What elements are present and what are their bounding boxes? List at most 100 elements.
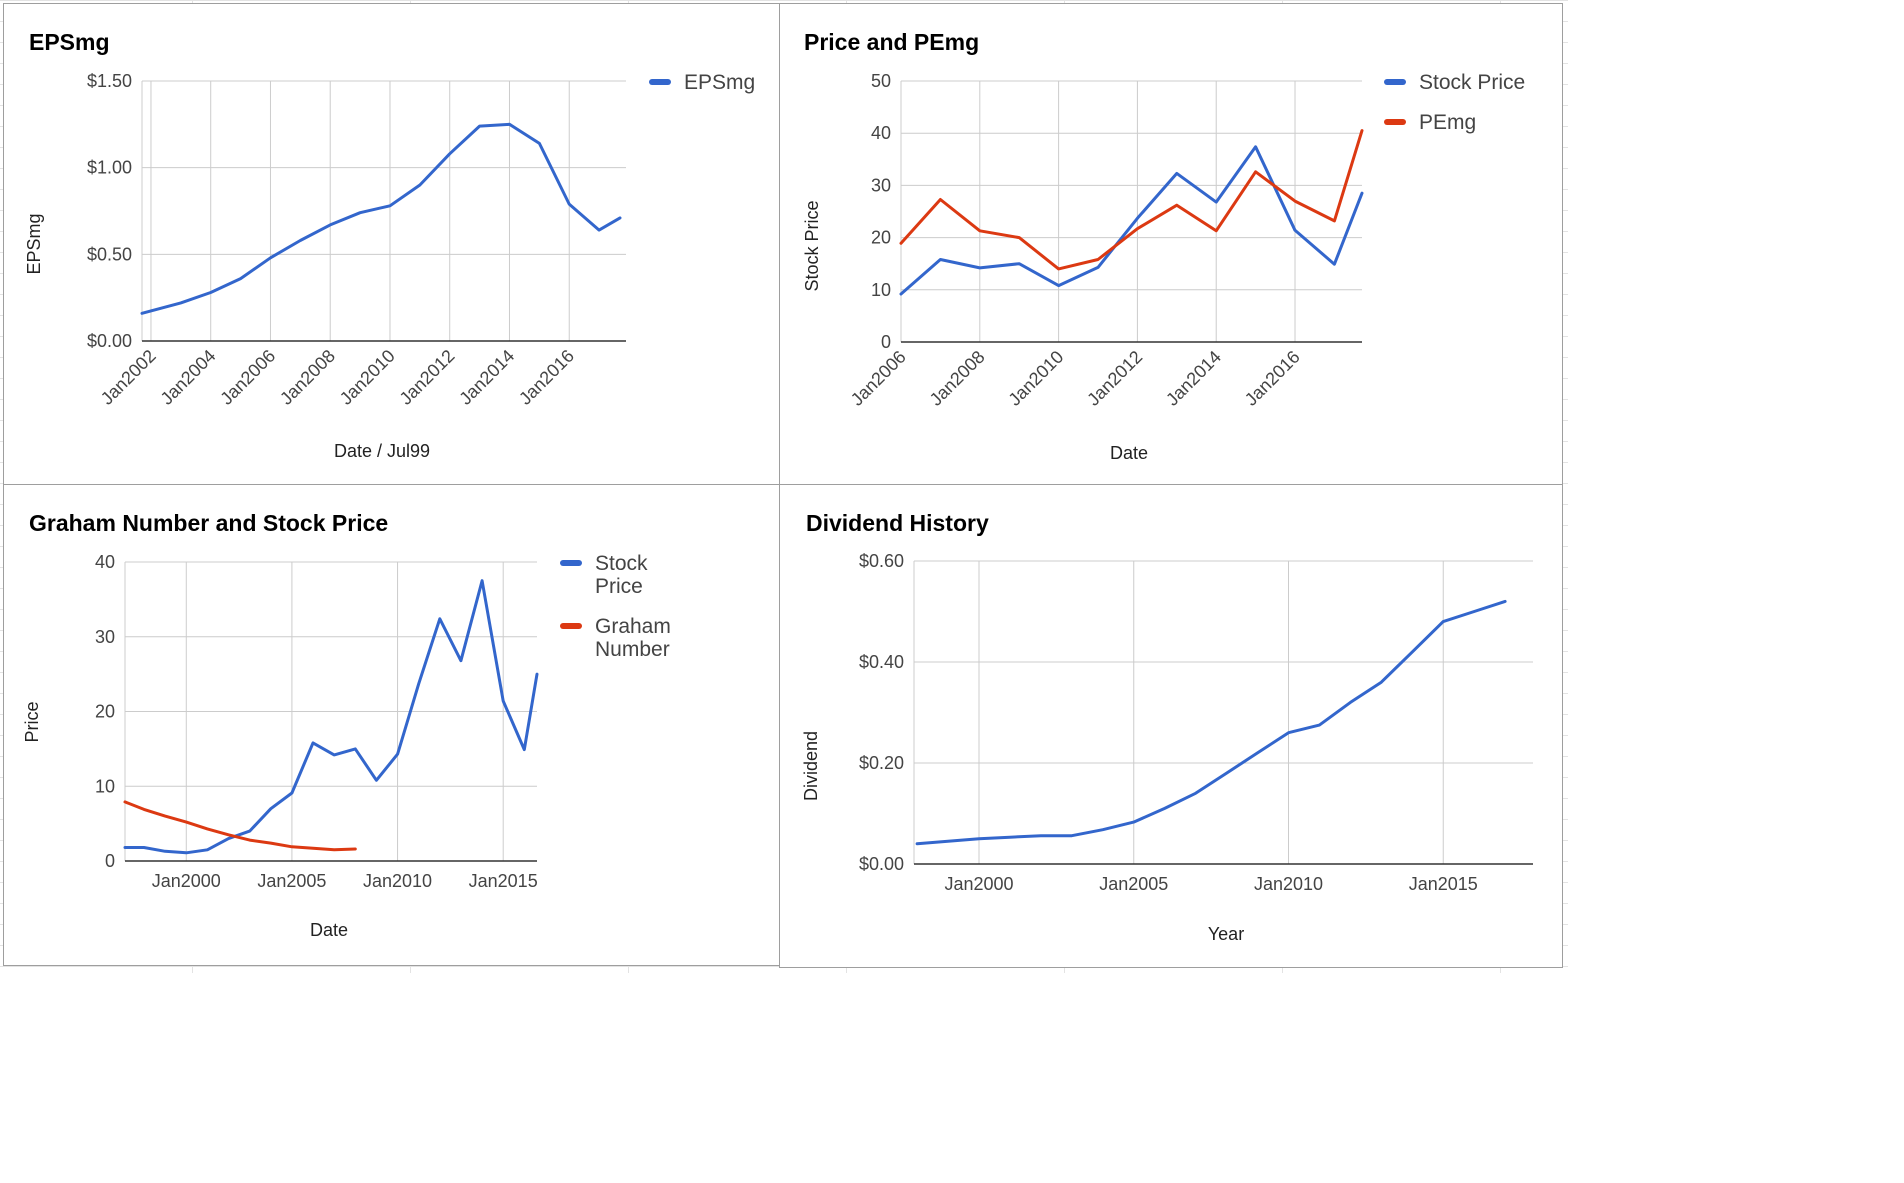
data-point[interactable] (247, 828, 253, 834)
data-point[interactable] (596, 227, 602, 233)
data-point[interactable] (566, 201, 572, 207)
data-point[interactable] (914, 841, 920, 847)
data-point[interactable] (331, 752, 337, 758)
data-point[interactable] (297, 237, 303, 243)
data-point[interactable] (1331, 218, 1337, 224)
data-point[interactable] (1359, 128, 1365, 134)
data-point[interactable] (1253, 144, 1259, 150)
data-point[interactable] (141, 806, 147, 812)
data-point[interactable] (1292, 198, 1298, 204)
data-point[interactable] (1213, 199, 1219, 205)
data-point[interactable] (267, 255, 273, 261)
legend-label[interactable]: Stock Price (595, 552, 648, 598)
series-line[interactable] (899, 129, 1364, 271)
data-point[interactable] (373, 777, 379, 783)
data-point[interactable] (122, 845, 128, 851)
data-point[interactable] (1440, 619, 1446, 625)
data-point[interactable] (1056, 266, 1062, 272)
data-point[interactable] (183, 850, 189, 856)
data-point[interactable] (417, 182, 423, 188)
data-point[interactable] (1134, 215, 1140, 221)
legend-label[interactable]: EPSmg (684, 71, 755, 94)
data-point[interactable] (437, 616, 443, 622)
graham-number-chart-panel[interactable]: Graham Number and Stock Price 0 10 20 30 40 Ja… (3, 484, 780, 966)
data-point[interactable] (1100, 827, 1106, 833)
data-point[interactable] (1316, 722, 1322, 728)
data-point[interactable] (204, 847, 210, 853)
data-point[interactable] (1255, 750, 1261, 756)
data-point[interactable] (162, 848, 168, 854)
data-point[interactable] (937, 257, 943, 263)
data-point[interactable] (1409, 649, 1415, 655)
data-point[interactable] (898, 240, 904, 246)
data-point[interactable] (178, 300, 184, 306)
data-point[interactable] (395, 751, 401, 757)
data-point[interactable] (310, 740, 316, 746)
data-point[interactable] (1292, 227, 1298, 233)
data-point[interactable] (1038, 833, 1044, 839)
data-point[interactable] (387, 203, 393, 209)
data-point[interactable] (1378, 679, 1384, 685)
data-point[interactable] (1193, 790, 1199, 796)
data-point[interactable] (1069, 833, 1075, 839)
data-point[interactable] (208, 289, 214, 295)
data-point[interactable] (1174, 202, 1180, 208)
data-point[interactable] (1095, 257, 1101, 263)
data-point[interactable] (534, 671, 540, 677)
data-point[interactable] (976, 836, 982, 842)
data-point[interactable] (617, 215, 623, 221)
data-point[interactable] (447, 151, 453, 157)
data-point[interactable] (226, 832, 232, 838)
data-point[interactable] (477, 123, 483, 129)
data-point[interactable] (268, 840, 274, 846)
data-point[interactable] (141, 845, 147, 851)
data-point[interactable] (310, 845, 316, 851)
series-line[interactable] (123, 800, 357, 852)
series-line[interactable] (123, 579, 539, 855)
data-point[interactable] (162, 813, 168, 819)
data-point[interactable] (1331, 261, 1337, 267)
data-point[interactable] (1253, 169, 1259, 175)
legend-label[interactable]: PEmg (1419, 111, 1476, 134)
data-point[interactable] (331, 847, 337, 853)
series-line[interactable] (899, 145, 1364, 296)
data-point[interactable] (1131, 819, 1137, 825)
data-point[interactable] (945, 838, 951, 844)
data-point[interactable] (352, 746, 358, 752)
data-point[interactable] (536, 140, 542, 146)
data-point[interactable] (122, 799, 128, 805)
data-point[interactable] (500, 698, 506, 704)
data-point[interactable] (1016, 261, 1022, 267)
data-point[interactable] (1285, 730, 1291, 736)
series-line[interactable] (140, 122, 622, 315)
data-point[interactable] (1224, 770, 1230, 776)
data-point[interactable] (458, 658, 464, 664)
data-point[interactable] (479, 578, 485, 584)
data-point[interactable] (268, 806, 274, 812)
data-point[interactable] (289, 844, 295, 850)
data-point[interactable] (1213, 228, 1219, 234)
data-point[interactable] (937, 196, 943, 202)
price-pe-chart-panel[interactable]: Price and PEmg 0 10 20 30 40 50 Jan2006 Jan2008 J… (779, 3, 1563, 485)
data-point[interactable] (1056, 283, 1062, 289)
data-point[interactable] (247, 837, 253, 843)
data-point[interactable] (1134, 226, 1140, 232)
series-line[interactable] (915, 599, 1507, 846)
data-point[interactable] (506, 121, 512, 127)
eps-chart-panel[interactable]: EPSmg $0.00 $0.50 $1.00 $1.50 Jan2002 Jan2004 J… (3, 3, 780, 485)
data-point[interactable] (416, 681, 422, 687)
data-point[interactable] (1502, 598, 1508, 604)
data-point[interactable] (327, 222, 333, 228)
data-point[interactable] (1174, 170, 1180, 176)
data-point[interactable] (898, 291, 904, 297)
data-point[interactable] (1347, 699, 1353, 705)
legend-label[interactable]: Stock Price (1419, 71, 1525, 94)
data-point[interactable] (1162, 805, 1168, 811)
data-point[interactable] (521, 747, 527, 753)
data-point[interactable] (1016, 235, 1022, 241)
data-point[interactable] (183, 819, 189, 825)
data-point[interactable] (139, 310, 145, 316)
data-point[interactable] (977, 228, 983, 234)
data-point[interactable] (204, 826, 210, 832)
data-point[interactable] (1007, 834, 1013, 840)
